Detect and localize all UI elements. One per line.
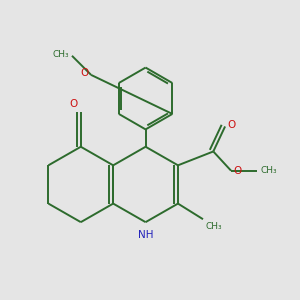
Text: NH: NH — [138, 230, 153, 240]
Text: CH₃: CH₃ — [260, 166, 277, 175]
Text: O: O — [80, 68, 88, 78]
Text: O: O — [227, 120, 236, 130]
Text: O: O — [233, 166, 242, 176]
Text: CH₃: CH₃ — [52, 50, 69, 59]
Text: O: O — [69, 99, 77, 109]
Text: CH₃: CH₃ — [206, 221, 222, 230]
